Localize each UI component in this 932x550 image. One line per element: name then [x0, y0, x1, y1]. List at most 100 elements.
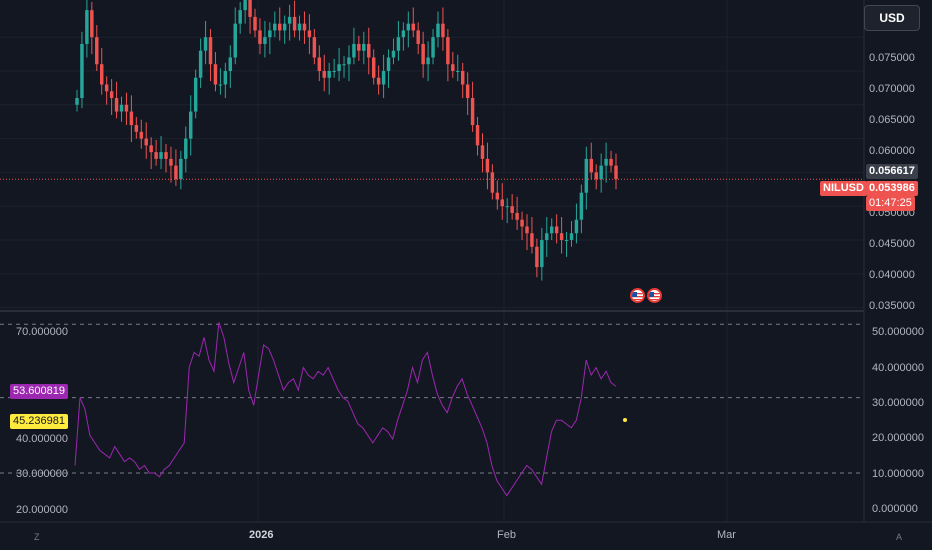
candle-body: [342, 64, 346, 66]
indicator-yellow-dot: [623, 418, 627, 422]
candle-body: [510, 206, 514, 213]
candle-body: [525, 226, 529, 234]
candle-body: [352, 43, 356, 58]
candle-body: [480, 145, 485, 159]
candle-body: [184, 138, 188, 159]
indicator-left-tick: 70.000000: [16, 326, 68, 338]
candle-body: [238, 10, 242, 24]
candle-body: [99, 64, 104, 85]
candle-body: [446, 37, 450, 65]
candle-body: [109, 91, 114, 99]
candle-body: [80, 43, 84, 99]
candle-body: [451, 64, 455, 71]
indicator-value-purple: 53.600819: [10, 384, 68, 399]
candle-body: [376, 77, 381, 85]
candle-body: [411, 23, 415, 31]
candle-body: [416, 30, 420, 44]
candle-body: [129, 111, 134, 126]
candle-body: [381, 70, 386, 85]
candle-body: [193, 77, 198, 112]
candle-body: [208, 37, 213, 65]
candle-body: [312, 37, 317, 58]
candle-body: [357, 43, 361, 51]
indicator-value-yellow: 45.236981: [10, 414, 68, 429]
candle-body: [218, 84, 223, 86]
candle-body: [347, 57, 351, 65]
candle-body: [243, 0, 247, 11]
price-tick: 0.035000: [869, 300, 915, 312]
candle-body: [391, 50, 396, 58]
candle-body: [169, 158, 173, 166]
time-axis-right-corner[interactable]: A: [896, 532, 903, 542]
us-flag-event-icon[interactable]: [647, 288, 662, 303]
candle-body: [456, 70, 460, 72]
candle-body: [495, 192, 500, 200]
candle-body: [297, 23, 302, 31]
candle-body: [485, 158, 490, 173]
candle-body: [540, 240, 544, 268]
indicator-right-tick: 10.000000: [872, 468, 924, 480]
candle-body: [406, 23, 411, 31]
us-flag-event-icon[interactable]: [630, 288, 645, 303]
candlestick-series[interactable]: [75, 0, 618, 281]
candle-body: [164, 152, 168, 159]
candle-body: [119, 104, 124, 112]
candle-body: [436, 23, 440, 38]
indicator-right-tick: 40.000000: [872, 362, 924, 374]
candle-body: [549, 226, 554, 234]
candle-body: [174, 165, 178, 180]
candle-body: [460, 70, 465, 85]
candle-body: [589, 158, 594, 173]
candle-body: [332, 70, 336, 72]
indicator-right-tick: 50.000000: [872, 326, 924, 338]
candle-body: [75, 98, 79, 105]
candle-body: [253, 16, 257, 31]
candle-body: [604, 158, 608, 166]
candle-body: [179, 158, 183, 180]
candle-body: [401, 30, 406, 38]
price-tick: 0.075000: [869, 52, 915, 64]
indicator-right-tick: 30.000000: [872, 397, 924, 409]
candle-body: [278, 23, 282, 31]
candle-body: [545, 233, 549, 241]
candle-body: [159, 152, 163, 159]
candle-body: [371, 57, 376, 78]
currency-button[interactable]: USD: [864, 5, 920, 31]
time-axis-left-corner[interactable]: Z: [34, 532, 40, 542]
candle-body: [144, 138, 148, 146]
candle-body: [213, 64, 218, 85]
candle-body: [441, 23, 445, 38]
symbol-badge: NILUSD: [820, 181, 867, 196]
price-tick: 0.065000: [869, 114, 915, 126]
candle-body: [327, 70, 331, 78]
candle-body: [307, 30, 312, 38]
candle-body: [500, 199, 504, 207]
candle-body: [322, 70, 326, 78]
indicator-left-tick: 40.000000: [16, 433, 68, 445]
candle-body: [198, 50, 203, 78]
last-price-badge: 0.053986: [866, 181, 918, 196]
candle-body: [337, 64, 341, 71]
candle-body: [95, 37, 99, 65]
candle-body: [114, 98, 119, 112]
candle-body: [421, 43, 425, 65]
high-price-badge: 0.056617: [866, 164, 918, 179]
price-tick: 0.045000: [869, 238, 915, 250]
candle-body: [149, 145, 153, 153]
indicator-right-tick: 20.000000: [872, 432, 924, 444]
candle-body: [268, 30, 272, 38]
price-tick: 0.070000: [869, 83, 915, 95]
candle-body: [258, 30, 262, 44]
candle-body: [559, 233, 564, 241]
candle-body: [292, 16, 297, 31]
candle-body: [579, 192, 584, 220]
indicator-left-tick: 20.000000: [16, 504, 68, 516]
candle-body: [317, 57, 322, 71]
candle-body: [564, 240, 569, 242]
candle-body: [599, 165, 603, 180]
time-label-feb: Feb: [497, 529, 516, 541]
time-label-mar: Mar: [717, 529, 736, 541]
indicator-line[interactable]: [74, 322, 617, 497]
candle-body: [515, 212, 519, 220]
